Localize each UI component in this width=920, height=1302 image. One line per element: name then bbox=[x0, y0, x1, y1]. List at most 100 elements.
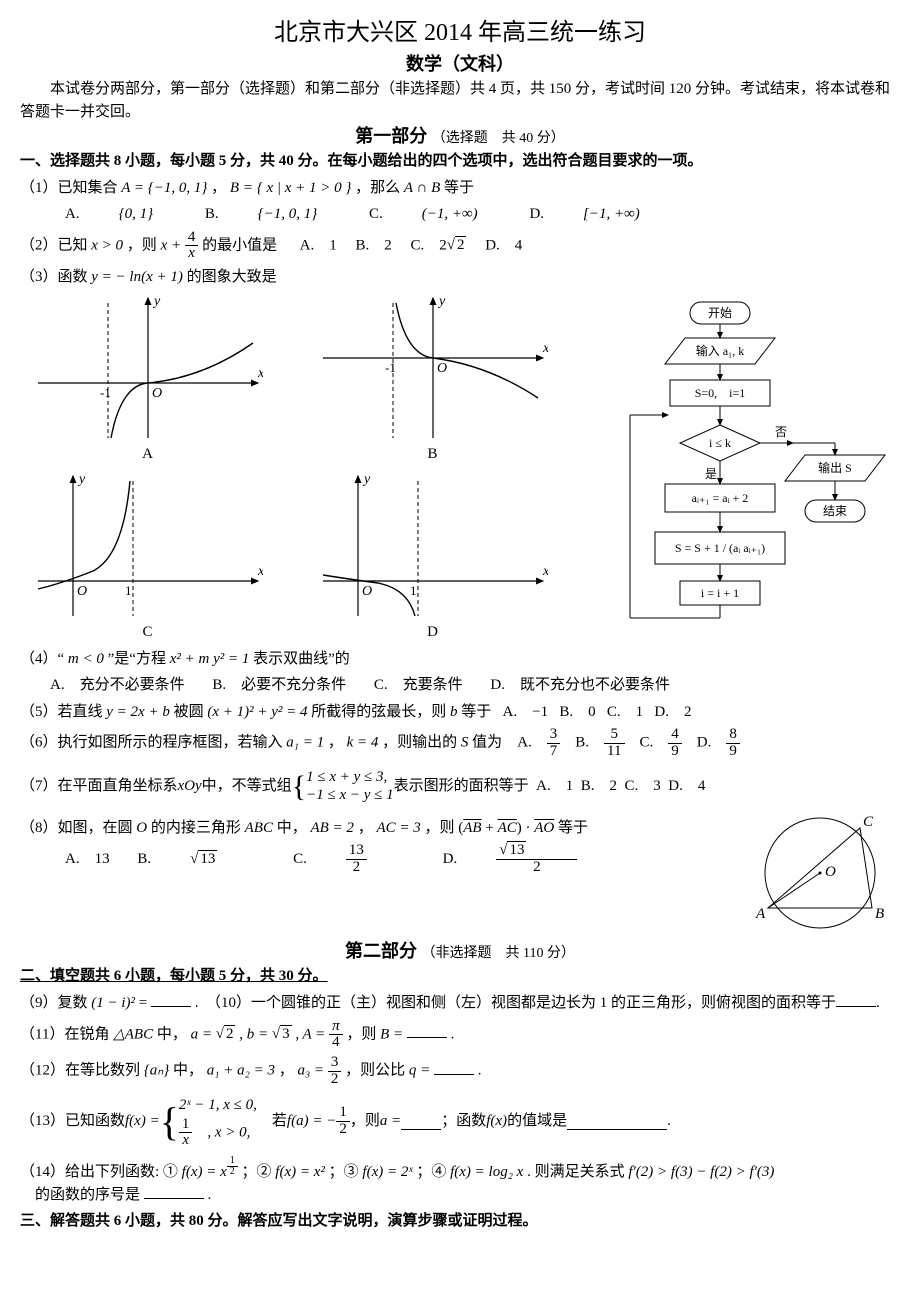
svg-text:O: O bbox=[825, 864, 836, 880]
svg-text:O: O bbox=[362, 584, 372, 599]
q5-optC: C. 1 bbox=[607, 704, 643, 720]
q2-optA: A. 1 bbox=[300, 237, 337, 253]
svg-text:S = S + 1 / (aᵢ aᵢ₊₁): S = S + 1 / (aᵢ aᵢ₊₁) bbox=[675, 541, 765, 555]
question-6: （6）执行如图所示的程序框图，若输入 a₁ = 1 ， k = 4 ，则输出的 … bbox=[20, 727, 900, 760]
graph-D-label: D bbox=[305, 621, 560, 644]
question-13: （13）已知函数 f(x) = { 2ˣ − 1, x ≤ 0, 1x , x … bbox=[20, 1092, 900, 1152]
svg-text:y: y bbox=[362, 472, 371, 487]
svg-text:是: 是 bbox=[705, 467, 717, 481]
q8-optA: A. 13 bbox=[65, 851, 110, 867]
part1-instruction: 一、选择题共 8 小题，每小题 5 分，共 40 分。在每小题给出的四个选项中，… bbox=[20, 150, 900, 173]
question-4: （4）“ m < 0 ”是“方程 x² + m y² = 1 表示双曲线”的 bbox=[20, 648, 900, 671]
q2-frac: 4x bbox=[185, 230, 199, 263]
question-2: （2）已知 x > 0 ，则 x + 4x 的最小值是 A. 1 B. 2 C.… bbox=[20, 230, 900, 263]
q4-optA: A. 充分不必要条件 bbox=[50, 677, 185, 693]
svg-text:S=0, i=1: S=0, i=1 bbox=[695, 386, 746, 400]
q3-text: 的图象大致是 bbox=[187, 269, 277, 285]
question-8: （8）如图，在圆 O 的内接三角形 ABC 中， AB = 2 ， AC = 3… bbox=[20, 817, 750, 840]
svg-text:x: x bbox=[257, 366, 263, 381]
q1-inter: A ∩ B bbox=[404, 180, 440, 196]
graphs-and-flowchart-row: x y O -1 A x y O -1 B xyO1 C x y O 1 D 是 否 开始输入 a₁,… bbox=[20, 293, 900, 644]
part2-instruction: 二、填空题共 6 小题，每小题 5 分，共 30 分。 bbox=[20, 965, 900, 988]
q7-optD: D. 4 bbox=[668, 775, 705, 798]
q8-circle-figure: A B C O bbox=[750, 813, 900, 938]
svg-text:-1: -1 bbox=[100, 385, 111, 400]
svg-text:aᵢ₊₁ = aᵢ + 2: aᵢ₊₁ = aᵢ + 2 bbox=[692, 491, 749, 505]
question-7: （7）在平面直角坐标系 xOy 中，不等式组 { 1 ≤ x + y ≤ 3, … bbox=[20, 764, 900, 809]
question-12: （12）在等比数列 {aₙ} 中， a₁ + a₂ = 3 ， a₃ = 32 … bbox=[20, 1055, 900, 1088]
graph-A: x y O -1 A bbox=[20, 293, 275, 466]
q7-optB: B. 2 bbox=[581, 775, 617, 798]
q1-optA: A. {0, 1} bbox=[65, 206, 177, 222]
q1-optC: C. (−1, +∞) bbox=[369, 206, 502, 222]
q5-optB: B. 0 bbox=[559, 704, 595, 720]
svg-text:开始: 开始 bbox=[708, 306, 732, 320]
q4-optB: B. 必要不充分条件 bbox=[212, 677, 346, 693]
part3-instruction: 三、解答题共 6 小题，共 80 分。解答应写出文字说明，演算步骤或证明过程。 bbox=[20, 1210, 900, 1233]
svg-text:-1: -1 bbox=[385, 360, 396, 375]
q9-blank[interactable] bbox=[151, 991, 191, 1007]
q12-blank[interactable] bbox=[434, 1059, 474, 1075]
q14-blank[interactable] bbox=[144, 1183, 204, 1199]
q2-text: 的最小值是 bbox=[202, 237, 277, 253]
svg-text:y: y bbox=[437, 294, 446, 309]
q8-options: A. 13 B. 13 C. 132 D. 132 bbox=[20, 851, 649, 867]
q1-text: ，那么 bbox=[355, 180, 404, 196]
q3-text: （3）函数 bbox=[20, 269, 91, 285]
graph-options-grid: x y O -1 A x y O -1 B xyO1 C x y O 1 D bbox=[20, 293, 560, 644]
graph-B-label: B bbox=[305, 443, 560, 466]
q2-expr: x + bbox=[161, 237, 185, 253]
part2-sub: （非选择题 共 110 分） bbox=[422, 946, 575, 961]
q4-options: A. 充分不必要条件 B. 必要不充分条件 C. 充要条件 D. 既不充分也不必… bbox=[20, 677, 694, 693]
graph-D: x y O 1 D bbox=[305, 471, 560, 644]
part2-heading-text: 第二部分 bbox=[345, 941, 417, 961]
svg-text:1: 1 bbox=[125, 583, 132, 598]
svg-text:输入 a₁, k: 输入 a₁, k bbox=[696, 343, 745, 358]
svg-text:y: y bbox=[152, 294, 161, 309]
q1-setB: B = { x | x + 1 > 0 } bbox=[230, 180, 351, 196]
question-1: （1）已知集合 A = {−1, 0, 1} ， B = { x | x + 1… bbox=[20, 177, 900, 200]
svg-text:1: 1 bbox=[410, 583, 417, 598]
q8-optD: D. 132 bbox=[443, 851, 626, 867]
svg-text:i = i + 1: i = i + 1 bbox=[701, 586, 739, 600]
exam-intro: 本试卷分两部分，第一部分（选择题）和第二部分（非选择题）共 4 页，共 150 … bbox=[20, 78, 900, 123]
question-11: （11）在锐角 △ABC 中， a = 2 , b = 3 , A = π4 ，… bbox=[20, 1019, 900, 1052]
svg-text:i ≤ k: i ≤ k bbox=[709, 436, 731, 450]
q5-optD: D. 2 bbox=[654, 704, 691, 720]
page-subtitle: 数学（文科） bbox=[20, 51, 900, 78]
graph-C: xyO1 C bbox=[20, 471, 275, 644]
graph-A-label: A bbox=[20, 443, 275, 466]
question-9-10: （9）复数 (1 − i)² = . （10）一个圆锥的正（主）视图和侧（左）视… bbox=[20, 991, 900, 1015]
part1-sub: （选择题 共 40 分） bbox=[432, 131, 565, 146]
q3-func: y = − ln(x + 1) bbox=[91, 269, 183, 285]
svg-text:O: O bbox=[437, 361, 447, 376]
q5-optA: A. −1 bbox=[503, 704, 549, 720]
q2-optC: C. 22 bbox=[410, 236, 466, 253]
q1-setA: A = {−1, 0, 1} bbox=[121, 180, 207, 196]
q7-optC: C. 3 bbox=[625, 775, 661, 798]
q8-optB: B. 13 bbox=[137, 851, 265, 867]
svg-text:否: 否 bbox=[775, 425, 787, 439]
page-title: 北京市大兴区 2014 年高三统一练习 bbox=[20, 15, 900, 51]
svg-text:x: x bbox=[542, 341, 548, 356]
svg-text:x: x bbox=[257, 564, 263, 579]
flowchart-container: 是 否 开始输入 a₁, k S=0, i=1 i ≤ k aᵢ₊₁ = aᵢ + 2 S … bbox=[580, 293, 890, 633]
q2-text: （2）已知 bbox=[20, 237, 91, 253]
q2-text: ，则 bbox=[127, 237, 161, 253]
svg-text:结束: 结束 bbox=[823, 504, 847, 518]
q4-optD: D. 既不充分也不必要条件 bbox=[490, 677, 670, 693]
svg-text:C: C bbox=[863, 814, 874, 830]
q11-blank[interactable] bbox=[407, 1022, 447, 1038]
question-14: （14）给出下列函数: ① f(x) = x12 ；② f(x) = x² ；③… bbox=[20, 1156, 900, 1207]
svg-text:O: O bbox=[152, 386, 162, 401]
question-5: （5）若直线 y = 2x + b 被圆 (x + 1)² + y² = 4 所… bbox=[20, 701, 900, 724]
part2-heading: 第二部分 （非选择题 共 110 分） bbox=[20, 938, 900, 965]
q1-optB: B. {−1, 0, 1} bbox=[205, 206, 341, 222]
svg-text:B: B bbox=[875, 906, 884, 922]
q10-blank[interactable] bbox=[836, 991, 876, 1007]
svg-text:A: A bbox=[755, 906, 766, 922]
svg-text:x: x bbox=[542, 564, 548, 579]
q13-blank-a[interactable] bbox=[401, 1114, 441, 1130]
q1-optD: D. [−1, +∞) bbox=[529, 206, 663, 222]
q13-blank-range[interactable] bbox=[567, 1114, 667, 1130]
